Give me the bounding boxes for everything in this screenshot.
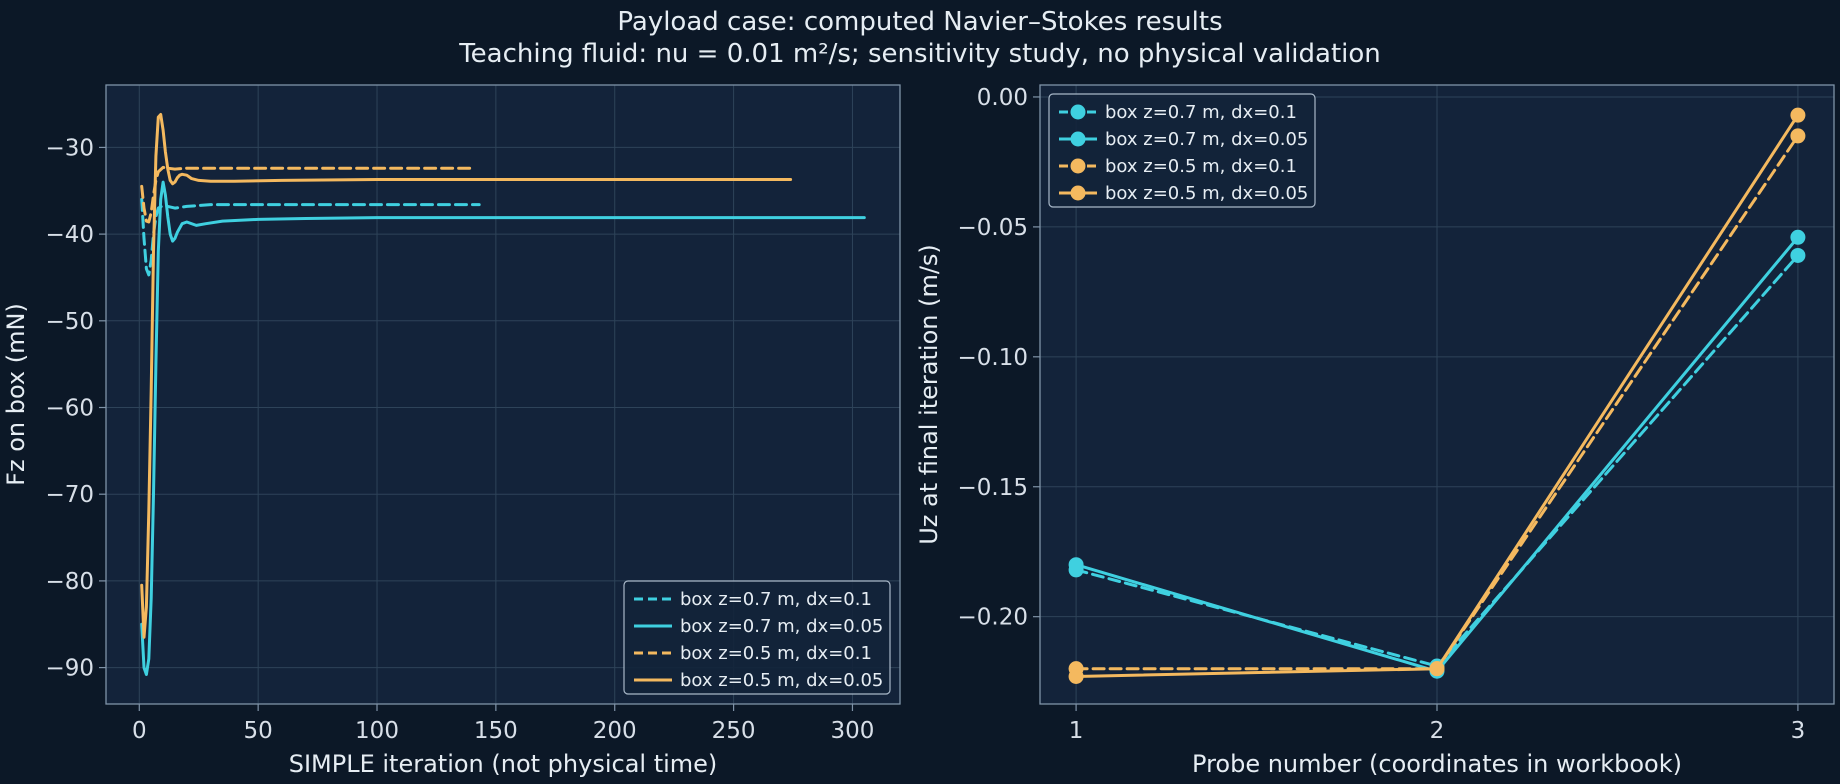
series-line (140, 165, 476, 224)
y-tick-label: 0.00 (977, 85, 1028, 111)
legend-entry: box z=0.7 m, dx=0.1 (680, 589, 872, 610)
legend-entry: box z=0.5 m, dx=0.1 (1105, 156, 1297, 177)
y-tick-label: −60 (45, 396, 94, 422)
legend-marker (1070, 185, 1086, 201)
axes-frame (105, 84, 901, 705)
legend-entry: box z=0.5 m, dx=0.05 (1105, 183, 1308, 204)
x-tick-label: 2 (1430, 718, 1445, 744)
legend-entry: box z=0.5 m, dx=0.05 (680, 670, 883, 691)
x-tick-label: 100 (355, 718, 399, 744)
legend-entry: box z=0.7 m, dx=0.05 (1105, 129, 1308, 150)
data-point (1068, 557, 1084, 573)
legend-marker (1070, 104, 1086, 120)
legend-marker (1070, 131, 1086, 147)
y-axis-label: Uz at final iteration (m/s) (915, 244, 943, 545)
x-tick-label: 3 (1791, 718, 1806, 744)
y-tick-label: −0.05 (958, 215, 1028, 241)
x-tick-label: 250 (712, 718, 756, 744)
data-point (1790, 128, 1806, 144)
figure-title: Payload case: computed Navier–Stokes res… (617, 7, 1222, 37)
data-point (1068, 668, 1084, 684)
legend: box z=0.7 m, dx=0.1 box z=0.7 m, dx=0.05 b… (623, 580, 891, 695)
legend-box (623, 580, 891, 695)
x-tick-label: 200 (593, 718, 637, 744)
y-tick-label: −70 (45, 482, 94, 508)
data-point (1790, 107, 1806, 123)
y-tick-label: −0.20 (958, 605, 1028, 631)
x-axis-label: Probe number (coordinates in workbook) (1192, 750, 1682, 778)
x-tick-label: 300 (831, 718, 875, 744)
data-point (1790, 247, 1806, 263)
y-tick-label: −30 (45, 135, 94, 161)
legend: box z=0.7 m, dx=0.1 box z=0.7 m, dx=0.05 b… (1048, 93, 1316, 208)
data-point (1429, 661, 1445, 677)
x-tick-label: 150 (474, 718, 518, 744)
axes-frame (1039, 84, 1835, 705)
legend-entry: box z=0.5 m, dx=0.1 (680, 643, 872, 664)
y-axis-label: Fz on box (mN) (2, 303, 30, 486)
series-line (140, 180, 866, 676)
legend-entry: box z=0.7 m, dx=0.05 (680, 616, 883, 637)
legend-marker (1070, 158, 1086, 174)
legend-entry: box z=0.7 m, dx=0.1 (1105, 102, 1297, 123)
x-axis-label: SIMPLE iteration (not physical time) (289, 750, 718, 778)
x-tick-label: 0 (132, 718, 147, 744)
figure-subtitle: Teaching fluid: nu = 0.01 m²/s; sensitiv… (458, 39, 1381, 69)
series-line (140, 113, 793, 639)
x-tick-label: 1 (1069, 718, 1084, 744)
y-tick-label: −50 (45, 309, 94, 335)
y-tick-label: −80 (45, 569, 94, 595)
probe-velocity-chart: 1 2 3 0.00 −0.05 −0.10 −0.15 −0.20 Probe number … (915, 84, 1835, 778)
y-tick-label: −0.15 (958, 475, 1028, 501)
y-tick-label: −40 (45, 222, 94, 248)
legend-box (1048, 93, 1316, 208)
force-history-chart: 0 50 100 150 200 250 300 −90 −80 −70 −60 −50 −40 −30 S… (2, 84, 901, 778)
y-tick-label: −90 (45, 656, 94, 682)
x-tick-label: 50 (244, 718, 273, 744)
y-tick-label: −0.10 (958, 345, 1028, 371)
data-point (1790, 229, 1806, 245)
